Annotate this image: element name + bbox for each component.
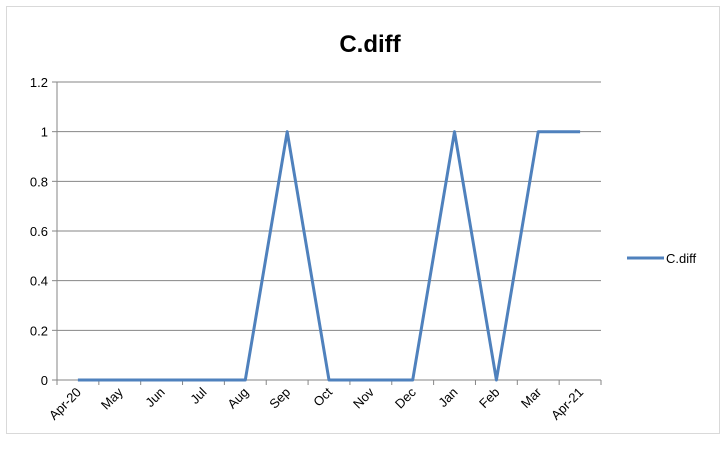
legend: C.diff [627, 251, 696, 266]
y-tick-label: 0 [41, 373, 48, 388]
y-tick-label: 0.8 [30, 174, 48, 189]
legend-label: C.diff [666, 251, 696, 266]
x-tick-label: Mar [518, 384, 545, 411]
x-tick-label: Jun [142, 385, 167, 410]
y-tick-label: 1.2 [30, 75, 48, 90]
gridlines [57, 81, 601, 331]
x-tick-label: Apr-20 [46, 385, 84, 423]
x-axis-tick-labels: Apr-20 May Jun Jul Aug Sep Oct Nov Dec Jan Feb Mar A… [46, 384, 586, 423]
x-tick-label: Sep [266, 385, 293, 412]
x-tick-label: Feb [476, 385, 502, 411]
y-tick-label: 0.2 [30, 323, 48, 338]
x-tick-label: Oct [310, 384, 335, 409]
x-tick-label: Nov [350, 384, 377, 411]
y-axis-tick-labels: 0 0.2 0.4 0.6 0.8 1 1.2 [30, 75, 48, 388]
y-tick-label: 0.6 [30, 224, 48, 239]
x-tick-label: Dec [392, 384, 419, 411]
chart-area [6, 6, 720, 434]
x-tick-label: Jul [187, 384, 209, 406]
series-line [77, 130, 581, 382]
chart-title: C.diff [339, 31, 401, 58]
y-tick-label: 1 [41, 125, 48, 140]
x-tick-label: Apr-21 [548, 385, 586, 423]
x-tick-label: May [98, 384, 126, 412]
series-layer [77, 130, 581, 382]
x-tick-label: Jan [435, 385, 460, 410]
y-tick-label: 0.4 [30, 274, 48, 289]
x-tick-label: Aug [224, 385, 251, 412]
axes [52, 81, 602, 385]
